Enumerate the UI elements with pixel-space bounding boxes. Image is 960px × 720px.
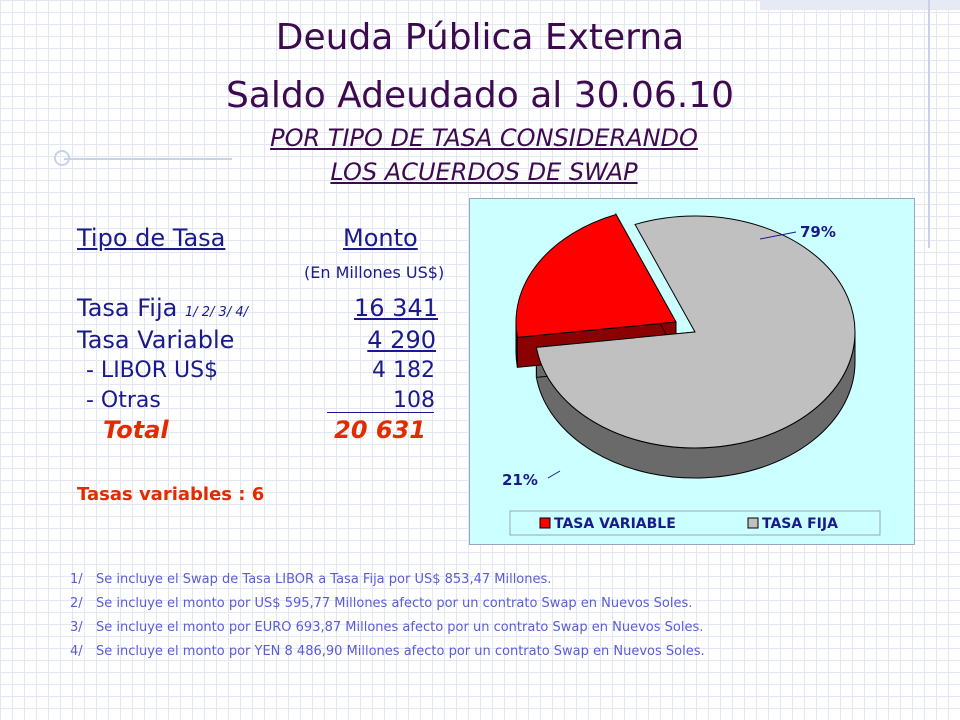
footnote-number: 4/: [70, 644, 83, 659]
decorative-vertical-line: [928, 0, 930, 248]
footnote-text: Se incluye el Swap de Tasa LIBOR a Tasa …: [96, 572, 552, 587]
footnote-refs: 1/ 2/ 3/ 4/: [184, 305, 248, 320]
pie-slice-tasa-variable: [515, 213, 677, 338]
row-label: Tasa Fija: [77, 294, 178, 322]
footnote-text: Se incluye el monto por US$ 595,77 Millo…: [96, 596, 693, 611]
row-fixed-rate-value: 16 341: [354, 294, 438, 322]
total-label: Total: [103, 416, 169, 444]
pie-chart-svg: 79% 21% TASA VARIABLE TASA FIJA: [502, 212, 881, 536]
row-fixed-rate-label: Tasa Fija 1/ 2/ 3/ 4/: [77, 294, 248, 322]
footnote-number: 2/: [70, 596, 83, 611]
footnote-number: 1/: [70, 572, 83, 587]
decorative-circle-icon: [54, 150, 70, 166]
legend-label: TASA VARIABLE: [554, 516, 676, 532]
total-value: 20 631: [334, 416, 426, 444]
leader-line: [759, 231, 797, 240]
section-heading-line1: POR TIPO DE TASA CONSIDERANDO: [270, 124, 698, 152]
footnote-4: 4/Se incluye el monto por YEN 8 486,90 M…: [70, 644, 705, 659]
leader-line: [547, 470, 561, 479]
row-other-label: - Otras: [86, 388, 161, 413]
sum-divider: [327, 412, 434, 413]
pie-chart: 79% 21% TASA VARIABLE TASA FIJA: [469, 198, 915, 545]
footnote-text: Se incluye el monto por EURO 693,87 Mill…: [96, 620, 704, 635]
legend-label: TASA FIJA: [762, 516, 838, 532]
variable-rates-count: 6: [251, 484, 265, 505]
footnote-2: 2/Se incluye el monto por US$ 595,77 Mil…: [70, 596, 692, 611]
row-libor-label: - LIBOR US$: [86, 358, 219, 383]
section-heading-line2: LOS ACUERDOS DE SWAP: [330, 158, 638, 186]
footnote-text: Se incluye el monto por YEN 8 486,90 Mil…: [96, 644, 705, 659]
data-label-tasa-variable: 21%: [502, 471, 538, 489]
footnote-number: 3/: [70, 620, 83, 635]
data-label-tasa-fija: 79%: [800, 223, 836, 241]
slide-title: Deuda Pública Externa: [275, 17, 685, 58]
row-variable-rate-label: Tasa Variable: [77, 326, 235, 354]
row-libor-value: 4 182: [372, 358, 435, 383]
chart-legend: [509, 510, 881, 536]
row-other-value: 108: [393, 388, 435, 413]
row-variable-rate-value: 4 290: [367, 326, 436, 354]
legend-swatch: [539, 517, 551, 529]
column-header-type: Tipo de Tasa: [77, 224, 226, 252]
decorative-band: [760, 0, 960, 10]
column-header-amount: Monto: [343, 224, 418, 252]
footnote-1: 1/Se incluye el Swap de Tasa LIBOR a Tas…: [70, 572, 551, 587]
units-label: (En Millones US$): [304, 263, 445, 282]
variable-rates-label: Tasas variables :: [77, 484, 246, 505]
pie-slice-tasa-fija: [535, 215, 856, 449]
legend-swatch: [747, 517, 759, 529]
footnote-3: 3/Se incluye el monto por EURO 693,87 Mi…: [70, 620, 703, 635]
decorative-horizontal-line: [64, 158, 232, 160]
slide-subtitle-date: Saldo Adeudado al 30.06.10: [225, 75, 735, 116]
variable-rates-note: Tasas variables : 6: [77, 484, 264, 505]
